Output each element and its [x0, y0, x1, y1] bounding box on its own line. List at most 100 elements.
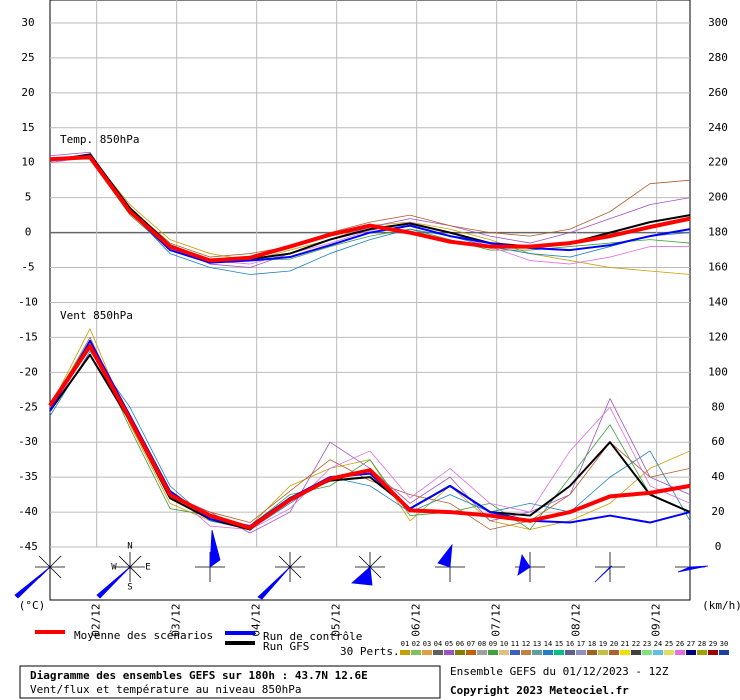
perturbation-label: 19	[599, 640, 607, 648]
perturbation-swatch	[400, 650, 410, 655]
perturbation-label: 24	[654, 640, 662, 648]
perturbation-swatch	[664, 650, 674, 655]
y-tick-label: 20	[21, 86, 34, 99]
legend-label: Moyenne des scénarios	[74, 629, 213, 642]
y2-tick-label: 220	[708, 156, 728, 169]
perturbation-swatch	[543, 650, 553, 655]
perturbation-label: 15	[555, 640, 563, 648]
perturbation-swatch	[686, 650, 696, 655]
perturbation-label: 22	[632, 640, 640, 648]
y2-tick-label: 200	[708, 191, 728, 204]
series-line	[49, 350, 691, 530]
x-tick-label: 09/12	[650, 603, 663, 636]
x-tick-label: 07/12	[490, 603, 503, 636]
y-unit: (°C)	[19, 599, 46, 612]
perturbation-swatch	[433, 650, 443, 655]
y-tick-label: -5	[21, 261, 34, 274]
series-line	[49, 340, 691, 530]
perturbation-label: 10	[500, 640, 508, 648]
perturbation-label: 16	[566, 640, 574, 648]
perturbation-label: 26	[676, 640, 684, 648]
perturbation-label: 12	[522, 640, 530, 648]
perturbation-label: 03	[423, 640, 431, 648]
y2-tick-label: 100	[708, 365, 728, 378]
compass-e: E	[145, 563, 150, 573]
perturbation-swatch	[444, 650, 454, 655]
perturbation-swatch	[697, 650, 707, 655]
y2-tick-label: 80	[711, 400, 724, 413]
y-tick-label: 30	[21, 16, 34, 29]
wind-roses: N W E S	[14, 529, 709, 600]
x-tick-label: 04/12	[250, 603, 263, 636]
perturbation-swatch	[719, 650, 729, 655]
perturbation-label: 07	[467, 640, 475, 648]
legend-label: Run de contrôle	[263, 630, 362, 643]
perturbation-swatch	[631, 650, 641, 655]
x-tick-label: 03/12	[170, 603, 183, 636]
series-line	[49, 155, 691, 263]
x-tick-label: 02/12	[90, 603, 103, 636]
y-tick-label: 25	[21, 51, 34, 64]
y2-unit: (km/h)	[702, 599, 740, 612]
y2-tick-label: 240	[708, 121, 728, 134]
perturbation-label: 21	[621, 640, 629, 648]
perturbation-swatch	[455, 650, 465, 655]
run-info: Ensemble GEFS du 01/12/2023 - 12Z	[450, 665, 669, 678]
perturbation-label: 14	[544, 640, 552, 648]
y2-tick-label: 20	[711, 505, 724, 518]
y2-tick-label: 0	[715, 540, 722, 553]
perturbation-label: 01	[401, 640, 409, 648]
perturbation-swatch	[411, 650, 421, 655]
y2-tick-label: 260	[708, 86, 728, 99]
perturbation-label: 04	[434, 640, 442, 648]
perturbation-swatch	[642, 650, 652, 655]
y-tick-label: -10	[18, 295, 38, 308]
perturbation-swatch	[598, 650, 608, 655]
y-tick-label: -45	[18, 540, 38, 553]
subtitle: Vent/flux et température au niveau 850hP…	[30, 683, 302, 696]
perturbation-swatch	[466, 650, 476, 655]
y-tick-label: -30	[18, 435, 38, 448]
legend-label: Run GFS	[263, 640, 309, 653]
y2-tick-label: 160	[708, 261, 728, 274]
perturbation-label: 02	[412, 640, 420, 648]
title: Diagramme des ensembles GEFS sur 180h : …	[30, 669, 368, 682]
series-line	[49, 155, 691, 258]
y2-tick-label: 280	[708, 51, 728, 64]
y-tick-label: -20	[18, 365, 38, 378]
perturbation-label: 11	[511, 640, 519, 648]
series	[48, 151, 691, 534]
perturbation-swatch	[675, 650, 685, 655]
perturbation-swatch	[587, 650, 597, 655]
perturbation-swatch	[554, 650, 564, 655]
perturbation-swatch	[521, 650, 531, 655]
y2-tick-label: 40	[711, 470, 724, 483]
perturbation-swatch	[510, 650, 520, 655]
y-tick-label: 10	[21, 156, 34, 169]
perturbation-swatch	[422, 650, 432, 655]
y-tick-label: -25	[18, 400, 38, 413]
y-tick-label: 0	[25, 226, 32, 239]
perturbation-label: 20	[610, 640, 618, 648]
perturbation-label: 25	[665, 640, 673, 648]
y2-tick-label: 120	[708, 330, 728, 343]
perturbation-label: 13	[533, 640, 541, 648]
perturbation-swatch	[620, 650, 630, 655]
perturbations-label: 30 Perts.	[340, 645, 400, 658]
perturbation-swatch	[565, 650, 575, 655]
y-tick-label: 15	[21, 121, 34, 134]
x-tick-label: 05/12	[330, 603, 343, 636]
x-tick-label: 08/12	[570, 603, 583, 636]
y2-tick-label: 60	[711, 435, 724, 448]
x-tick-label: 06/12	[410, 603, 423, 636]
series-line	[48, 344, 691, 530]
compass-s: S	[127, 583, 132, 593]
perturbation-label: 09	[489, 640, 497, 648]
y2-tick-label: 180	[708, 226, 728, 239]
perturbation-label: 18	[588, 640, 596, 648]
perturbation-label: 23	[643, 640, 651, 648]
wind-arrows	[14, 529, 709, 600]
y-tick-label: -40	[18, 505, 38, 518]
compass-n: N	[127, 542, 132, 552]
